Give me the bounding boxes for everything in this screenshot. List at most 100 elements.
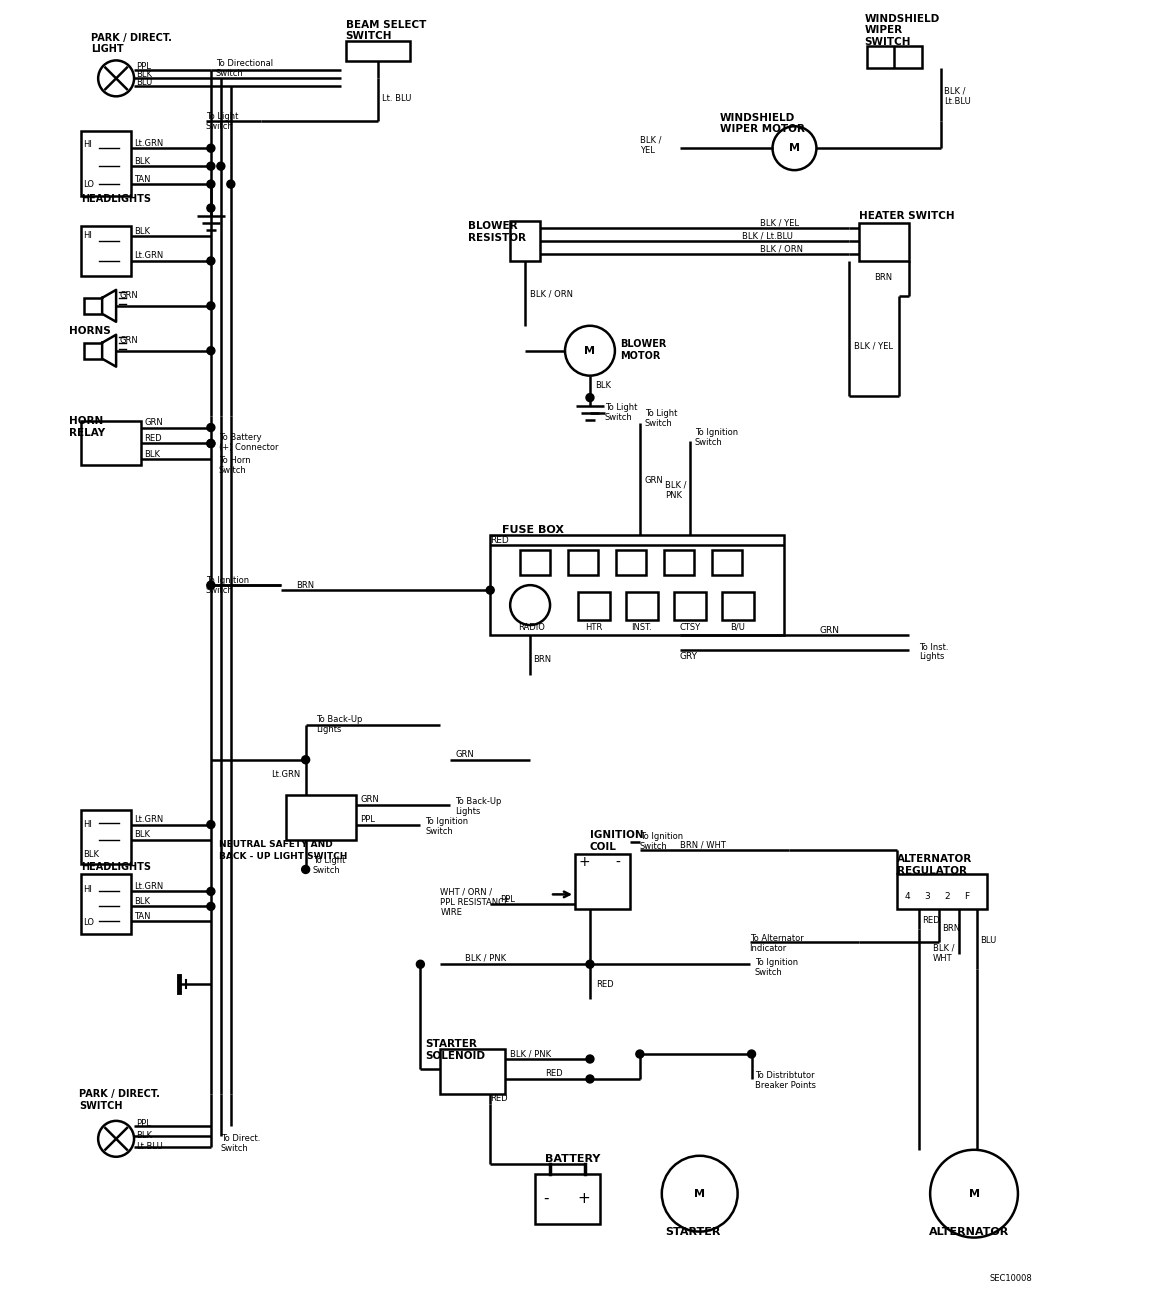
Text: To Alternator: To Alternator xyxy=(750,934,803,943)
Circle shape xyxy=(586,1075,594,1083)
Text: LO: LO xyxy=(83,918,94,927)
Circle shape xyxy=(98,61,134,96)
Circle shape xyxy=(486,587,494,594)
Text: To Back-Up: To Back-Up xyxy=(455,798,501,805)
Text: YEL: YEL xyxy=(639,146,654,154)
Text: IGNITION: IGNITION xyxy=(590,830,644,839)
Text: To Direct.: To Direct. xyxy=(221,1134,260,1143)
Text: PPL: PPL xyxy=(136,1119,151,1128)
Text: BLK /: BLK / xyxy=(665,480,687,490)
Text: BRN / WHT: BRN / WHT xyxy=(680,840,726,850)
Text: BLK / ORN: BLK / ORN xyxy=(530,289,573,298)
Text: PPL: PPL xyxy=(361,815,376,824)
Text: GRY: GRY xyxy=(680,653,698,662)
Text: STARTER: STARTER xyxy=(665,1226,720,1237)
Text: Switch: Switch xyxy=(312,866,340,875)
Text: CTSY: CTSY xyxy=(680,623,700,632)
Text: GRN: GRN xyxy=(119,337,138,346)
Text: Lt.BLU: Lt.BLU xyxy=(136,1142,162,1151)
Text: RED: RED xyxy=(144,434,161,443)
Text: HEADLIGHTS: HEADLIGHTS xyxy=(81,194,151,205)
Polygon shape xyxy=(103,290,116,321)
Circle shape xyxy=(586,394,594,401)
Text: LIGHT: LIGHT xyxy=(91,44,123,54)
Text: Switch: Switch xyxy=(219,466,247,475)
Text: To Directional: To Directional xyxy=(215,58,273,67)
Bar xyxy=(81,809,131,865)
Circle shape xyxy=(207,256,215,265)
Text: To Distribtutor: To Distribtutor xyxy=(755,1071,814,1080)
Text: Switch: Switch xyxy=(221,1145,249,1154)
Text: BATTERY: BATTERY xyxy=(545,1154,600,1164)
Text: WHT / ORN /: WHT / ORN / xyxy=(440,888,492,897)
Text: Lights: Lights xyxy=(455,807,480,816)
Text: Lights: Lights xyxy=(316,725,341,734)
Text: SEC10008: SEC10008 xyxy=(990,1274,1032,1283)
Text: BRN: BRN xyxy=(942,923,961,932)
Text: BRN: BRN xyxy=(296,580,313,589)
Text: +: + xyxy=(579,856,591,869)
Bar xyxy=(664,550,694,575)
Text: BLK /: BLK / xyxy=(933,944,955,953)
Text: HORN: HORN xyxy=(69,416,104,426)
Circle shape xyxy=(207,439,215,448)
Bar xyxy=(568,550,598,575)
Text: BLK: BLK xyxy=(134,227,150,236)
Text: M: M xyxy=(584,346,596,356)
Text: MOTOR: MOTOR xyxy=(620,351,660,361)
Bar xyxy=(578,592,609,620)
Bar xyxy=(721,592,753,620)
Bar xyxy=(491,535,785,635)
Text: Lt.GRN: Lt.GRN xyxy=(134,882,164,891)
Text: To Horn: To Horn xyxy=(219,456,250,465)
Text: SOLENOID: SOLENOID xyxy=(425,1052,485,1061)
Circle shape xyxy=(207,162,215,170)
Text: HEADLIGHTS: HEADLIGHTS xyxy=(81,862,151,873)
Circle shape xyxy=(207,439,215,448)
Text: To Light: To Light xyxy=(206,111,238,120)
Bar xyxy=(81,227,131,276)
Circle shape xyxy=(416,961,424,969)
Circle shape xyxy=(207,903,215,910)
Text: Switch: Switch xyxy=(639,842,668,851)
Text: SWITCH: SWITCH xyxy=(864,38,911,48)
Text: RED: RED xyxy=(596,980,614,988)
Text: BLK / ORN: BLK / ORN xyxy=(759,245,803,254)
Bar xyxy=(440,1049,506,1094)
Circle shape xyxy=(207,821,215,829)
Text: Lt.GRN: Lt.GRN xyxy=(134,139,164,148)
Text: To Light: To Light xyxy=(605,403,637,412)
Circle shape xyxy=(207,205,215,212)
Text: 3: 3 xyxy=(924,892,930,901)
Text: HTR: HTR xyxy=(585,623,602,632)
Text: BLK: BLK xyxy=(144,449,160,458)
Text: HI: HI xyxy=(83,820,92,829)
Circle shape xyxy=(510,585,550,625)
Text: NEUTRAL SAFETY AND: NEUTRAL SAFETY AND xyxy=(219,840,333,850)
Text: To Ignition: To Ignition xyxy=(695,429,737,436)
Text: BEAM SELECT: BEAM SELECT xyxy=(346,19,426,30)
Text: M: M xyxy=(695,1189,705,1199)
Text: BLK / PNK: BLK / PNK xyxy=(465,953,507,962)
Text: BLK: BLK xyxy=(134,157,150,166)
Text: Lt.GRN: Lt.GRN xyxy=(134,251,164,260)
Text: Switch: Switch xyxy=(605,413,632,422)
Circle shape xyxy=(98,1121,134,1156)
Text: ALTERNATOR: ALTERNATOR xyxy=(897,855,972,865)
Text: F: F xyxy=(964,892,969,901)
Text: WIPER MOTOR: WIPER MOTOR xyxy=(720,124,804,135)
Text: Breaker Points: Breaker Points xyxy=(755,1081,816,1090)
Text: WINDSHIELD: WINDSHIELD xyxy=(864,13,940,23)
Text: BLK: BLK xyxy=(134,897,150,906)
Text: Indicator: Indicator xyxy=(750,944,787,953)
Text: BLK /: BLK / xyxy=(945,87,965,96)
Text: PNK: PNK xyxy=(665,491,682,500)
Text: RELAY: RELAY xyxy=(69,427,105,438)
Bar xyxy=(510,221,540,260)
Text: GRN: GRN xyxy=(645,475,664,484)
Text: TAN: TAN xyxy=(134,175,151,184)
Text: Lt. BLU: Lt. BLU xyxy=(382,93,412,102)
Text: PARK / DIRECT.: PARK / DIRECT. xyxy=(79,1089,160,1099)
Bar xyxy=(521,550,550,575)
Text: PPL: PPL xyxy=(500,895,515,904)
